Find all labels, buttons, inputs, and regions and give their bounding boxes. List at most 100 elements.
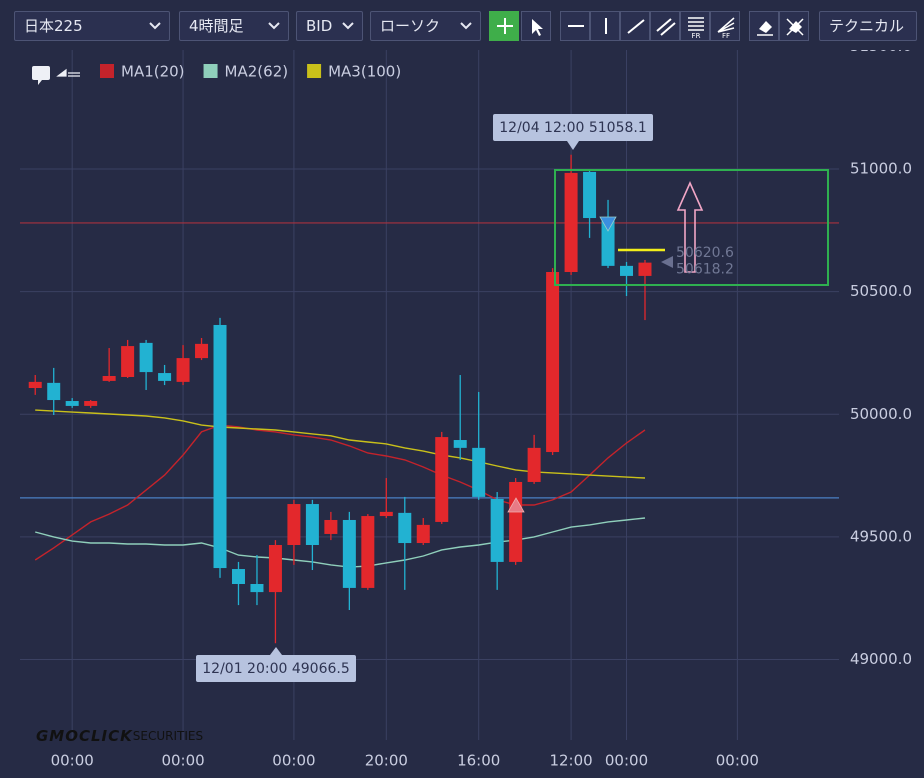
candle-body (176, 358, 190, 382)
annotation-box (493, 114, 653, 141)
chevron (149, 22, 161, 30)
candle-body (435, 437, 449, 522)
candle-body (305, 504, 319, 545)
price-label: 50620.6 (676, 245, 734, 261)
legend: MA1(20) MA2(62) MA3(100) (32, 63, 401, 85)
candle-body (490, 498, 504, 562)
toolbar: 日本225 4時間足 BID ローソク FR FF テクニカル (0, 0, 924, 50)
icon: FF (717, 17, 735, 40)
timeframe-select[interactable]: 4時間足 (179, 11, 289, 41)
legend-swatch (307, 64, 322, 78)
annotation-text: 12/01 20:00 49066.5 (202, 661, 350, 677)
chart-style-select[interactable]: ローソク (370, 11, 481, 41)
logo-sub: SECURITIES (133, 729, 203, 743)
svg-text:FR: FR (692, 32, 701, 40)
collapse-icon (56, 68, 80, 77)
candle-body (527, 447, 541, 482)
clear-all-button[interactable] (779, 11, 809, 41)
candle-body (342, 519, 356, 588)
icon (757, 21, 773, 36)
price-pointer (661, 256, 673, 268)
y-tick-label: 50000.0 (850, 405, 912, 423)
x-tick-label: 12:00 (549, 752, 592, 770)
candle-body (231, 569, 245, 584)
candle-body (28, 381, 42, 389)
symbol-label: 日本225 (24, 17, 83, 35)
annotation-box (196, 655, 356, 682)
candle-body (583, 171, 597, 219)
candle-body (620, 265, 634, 276)
annotation-pointer (270, 647, 282, 655)
x-tick-label: 00:00 (51, 752, 94, 770)
candle-body (509, 481, 523, 562)
annotation-pointer (567, 141, 579, 150)
logo-name: GMOCLICK (36, 727, 133, 745)
candle-body (638, 262, 652, 276)
x-tick-label: 00:00 (716, 752, 759, 770)
ma-line (34, 424, 646, 561)
x-tick-label: 00:00 (272, 752, 315, 770)
y-tick-label: 50500.0 (850, 282, 912, 300)
price-type-select[interactable]: BID (296, 11, 363, 41)
vline-button[interactable] (590, 11, 620, 41)
icon (568, 25, 584, 27)
y-tick-label: 49000.0 (850, 650, 912, 668)
x-tick-label: 16:00 (457, 752, 500, 770)
fibo-retracement-button[interactable]: FR (680, 11, 710, 41)
y-tick-label: 49500.0 (850, 527, 912, 545)
candle-body (195, 343, 209, 359)
crosshair-button[interactable] (489, 11, 519, 41)
candle-body (287, 504, 301, 545)
legend-label: MA2(62) (225, 63, 289, 81)
fibo-fan-button[interactable]: FF (710, 11, 740, 41)
symbol-select[interactable]: 日本225 (14, 11, 170, 41)
x-tick-label: 00:00 (161, 752, 204, 770)
buy-marker (507, 497, 525, 513)
chat-icon-tail (38, 80, 42, 85)
drawn-box (554, 169, 829, 286)
svg-text:FF: FF (722, 32, 730, 40)
channel-button[interactable] (650, 11, 680, 41)
candle-body (324, 519, 338, 534)
candle-body (379, 511, 393, 517)
y-tick-label: 51000.0 (850, 159, 912, 177)
chevron (268, 22, 280, 30)
icon (786, 18, 804, 36)
ma-line (35, 517, 646, 568)
icon: FR (688, 17, 704, 40)
icon (656, 18, 676, 36)
candle-body (213, 324, 227, 569)
x-tick-label: 00:00 (605, 752, 648, 770)
pointer-button[interactable] (521, 11, 551, 41)
price-label: 50618.2 (676, 262, 734, 278)
legend-label: MA3(100) (328, 63, 401, 81)
legend-swatch (203, 64, 218, 78)
legend-label: MA1(20) (121, 63, 185, 81)
candle-body (121, 346, 135, 377)
candle-body (84, 401, 98, 406)
candle-body (47, 382, 61, 401)
x-tick-label: 20:00 (365, 752, 408, 770)
chevron (460, 22, 472, 30)
sell-marker (599, 216, 617, 232)
eraser-button[interactable] (749, 11, 779, 41)
chevron (342, 22, 354, 30)
drawn-arrow (676, 181, 704, 273)
hline-button[interactable] (560, 11, 590, 41)
candle-body (453, 440, 467, 448)
candle-body (472, 447, 486, 497)
trendline-button[interactable] (620, 11, 650, 41)
logo: GMOCLICKSECURITIES (36, 727, 203, 745)
icon (532, 19, 543, 36)
candle-body (546, 272, 560, 453)
technical-button[interactable]: テクニカル (819, 11, 917, 41)
chat-icon (32, 66, 50, 80)
technical-label: テクニカル (829, 17, 905, 35)
candle-body (102, 376, 116, 381)
candle-body (361, 516, 375, 588)
candle-body (564, 172, 578, 272)
legend-swatch (100, 64, 114, 78)
candle-body (268, 545, 282, 593)
candle-body (601, 218, 615, 266)
